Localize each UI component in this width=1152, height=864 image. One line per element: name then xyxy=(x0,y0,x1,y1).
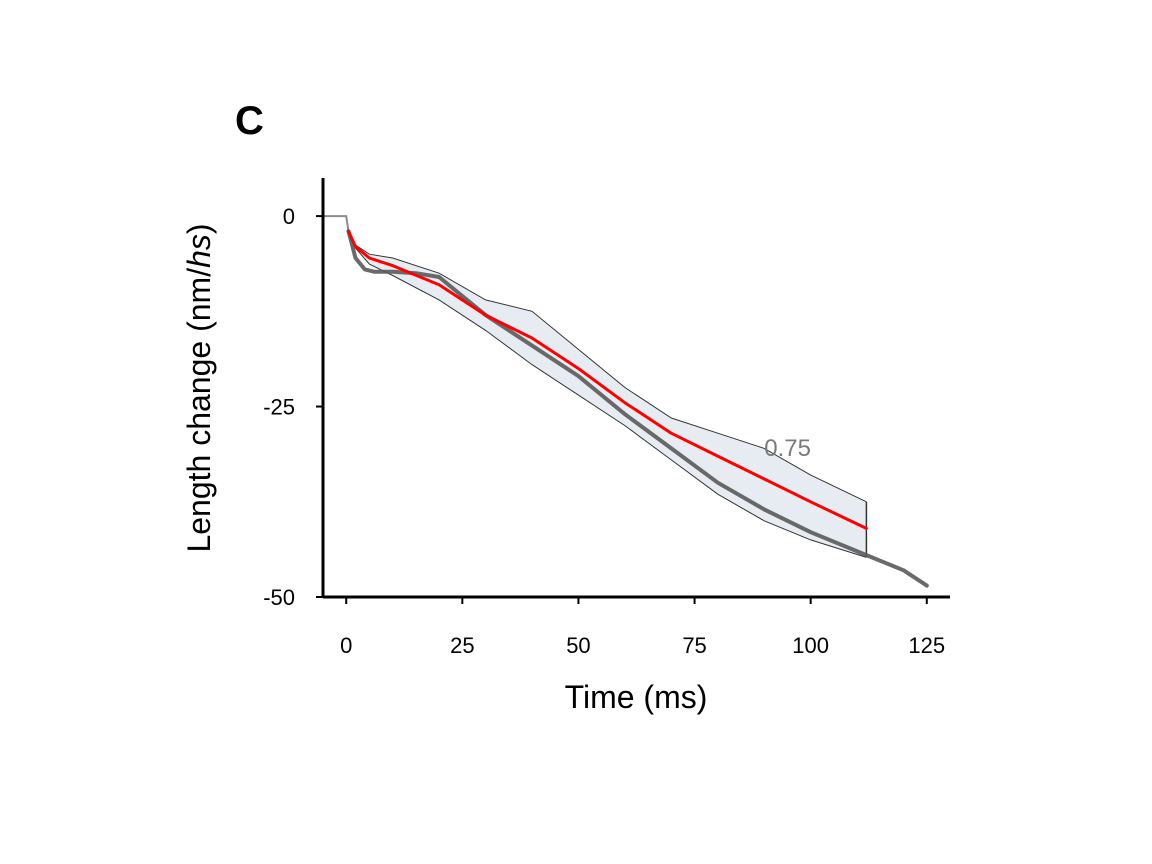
plot-area xyxy=(323,215,929,588)
experiment-line xyxy=(346,229,929,588)
y-axis-title-suffix: ) xyxy=(181,223,217,234)
y-tick-label: 0 xyxy=(283,204,295,229)
x-axis-title: Time (ms) xyxy=(565,679,708,715)
tick-layer: 0 25 50 75 100 125 0 -25 -50 xyxy=(263,204,945,658)
band-lower-edge xyxy=(348,231,867,558)
y-tick-label: -50 xyxy=(263,585,295,610)
y-axis-title-prefix: Length change (nm/ xyxy=(181,268,217,553)
band-upper-edge xyxy=(348,231,867,503)
panel-label: C xyxy=(235,99,264,143)
y-axis-title: Length change (nm/hs) xyxy=(181,223,217,552)
x-tick-label: 0 xyxy=(340,633,352,658)
confidence-band xyxy=(348,231,867,558)
y-axis-title-italic: hs xyxy=(181,234,217,268)
x-tick-label: 50 xyxy=(566,633,590,658)
x-tick-label: 75 xyxy=(682,633,706,658)
model-line xyxy=(347,229,868,530)
baseline-line xyxy=(323,215,350,232)
annotation-label: 0.75 xyxy=(764,435,811,462)
x-tick-label: 25 xyxy=(450,633,474,658)
x-tick-label: 125 xyxy=(908,633,945,658)
x-tick-label: 100 xyxy=(792,633,829,658)
y-tick-label: -25 xyxy=(263,395,295,420)
